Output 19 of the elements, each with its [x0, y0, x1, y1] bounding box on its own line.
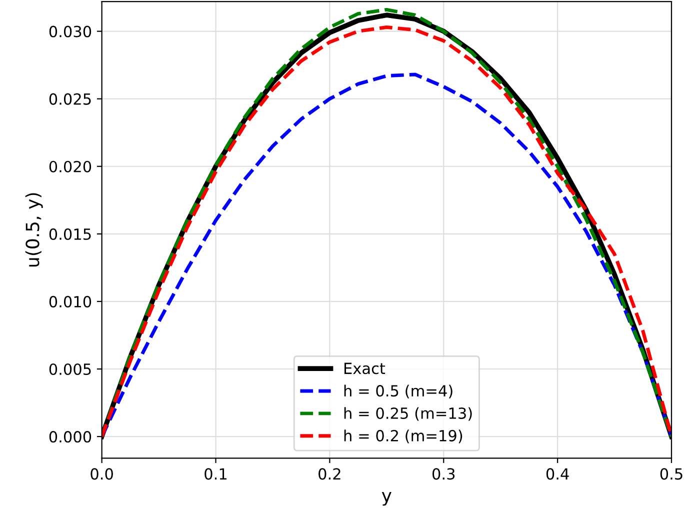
y-tick-label: 0.030 [49, 26, 92, 38]
x-tick-label: 0.3 [432, 468, 455, 480]
x-tick-label: 0.0 [90, 468, 113, 480]
y-axis-title: u(0.5, y) [25, 193, 43, 267]
x-tick-label: 0.5 [660, 468, 682, 480]
legend-label: h = 0.2 (m=19) [344, 430, 462, 444]
x-tick-label: 0.1 [204, 468, 226, 480]
legend-label: h = 0.5 (m=4) [344, 384, 452, 398]
x-tick-label: 0.2 [318, 468, 340, 480]
legend-label: Exact [344, 362, 386, 374]
y-tick-label: 0.005 [49, 363, 91, 376]
x-axis-title: y [382, 492, 392, 506]
y-tick-label: 0.015 [49, 228, 91, 240]
legend-label: h = 0.25 (m=13) [344, 407, 472, 421]
x-tick-label: 0.4 [546, 468, 569, 480]
y-tick-label: 0.010 [49, 296, 92, 308]
y-tick-label: 0.000 [49, 431, 92, 443]
y-tick-label: 0.020 [49, 160, 92, 172]
y-tick-label: 0.025 [49, 93, 91, 105]
